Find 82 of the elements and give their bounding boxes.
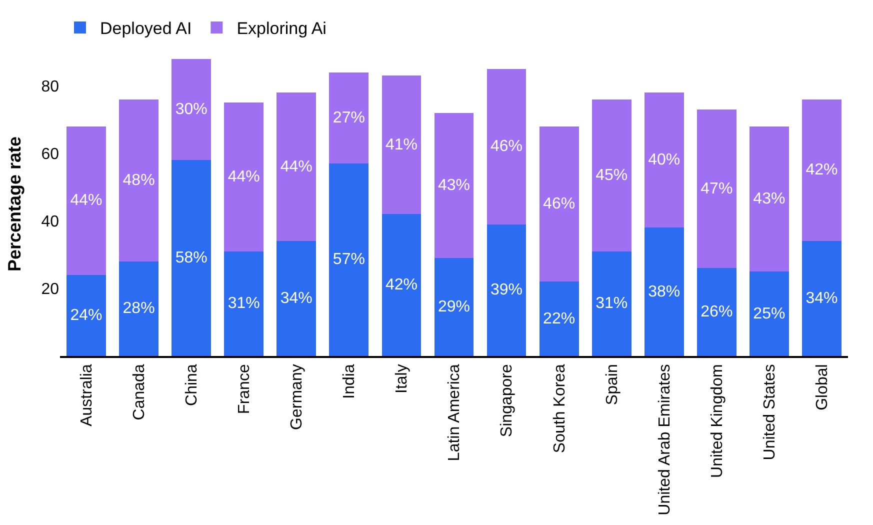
data-label: 44%	[70, 192, 102, 210]
bar	[329, 72, 369, 164]
bar	[696, 268, 736, 356]
data-label: 38%	[648, 283, 680, 300]
bar	[696, 109, 736, 268]
bar	[329, 163, 369, 356]
data-label: 43%	[753, 190, 786, 208]
data-label: 39%	[490, 282, 523, 299]
data-label: 30%	[175, 100, 208, 118]
data-label: 44%	[280, 158, 312, 176]
x-tick-label: India	[341, 364, 358, 399]
x-tick-label: China	[184, 364, 201, 406]
bar	[802, 241, 842, 356]
data-label: 31%	[596, 295, 628, 312]
bar	[592, 99, 632, 252]
x-tick-label: Singapore	[498, 364, 516, 438]
x-tick-label: Australia	[78, 364, 96, 426]
data-label: 29%	[438, 298, 470, 316]
bar	[486, 224, 526, 356]
bar	[119, 261, 158, 356]
bar	[172, 58, 212, 160]
bar	[276, 92, 316, 242]
data-label: 28%	[122, 300, 155, 318]
bar	[276, 241, 316, 356]
x-tick-label: Spain	[604, 364, 621, 406]
bar	[172, 160, 212, 356]
x-tick-label: United States	[761, 364, 778, 460]
bar	[434, 258, 474, 356]
bar	[486, 68, 526, 224]
data-label: 58%	[175, 250, 208, 267]
bar	[644, 92, 684, 228]
bar	[539, 126, 579, 282]
bar	[224, 102, 264, 252]
data-label: 42%	[385, 276, 418, 294]
bar	[66, 126, 106, 275]
legend-label: Exploring Ai	[236, 19, 326, 38]
x-tick-label: Global	[814, 364, 831, 410]
y-tick-label: 60	[41, 146, 60, 163]
data-label: 46%	[490, 138, 523, 156]
data-label: 24%	[70, 306, 102, 324]
bar	[224, 251, 264, 356]
data-label: 47%	[700, 180, 733, 198]
data-label: 25%	[753, 305, 786, 322]
data-label: 31%	[228, 295, 260, 312]
bar	[434, 112, 474, 258]
bar	[382, 214, 422, 356]
y-tick-label: 40	[41, 213, 60, 230]
x-tick-label: Italy	[394, 364, 411, 394]
x-tick-label: South Korea	[551, 364, 568, 454]
x-tick-label: Canada	[131, 364, 148, 420]
data-label: 44%	[228, 168, 260, 186]
data-label: 57%	[332, 251, 365, 268]
bar	[750, 126, 789, 272]
data-label: 43%	[438, 176, 470, 194]
bar	[802, 99, 842, 242]
bar	[66, 274, 106, 356]
x-tick-label: France	[236, 364, 254, 414]
data-label: 34%	[806, 290, 838, 308]
bar	[644, 228, 684, 356]
data-label: 27%	[332, 109, 365, 126]
data-label: 45%	[596, 166, 628, 184]
y-axis-title: Percentage rate	[4, 136, 24, 272]
data-label: 41%	[385, 136, 418, 154]
data-label: 48%	[122, 172, 155, 189]
data-label: 26%	[700, 304, 733, 321]
bar	[119, 99, 158, 262]
y-tick-label: 20	[41, 281, 60, 298]
data-label: 22%	[543, 310, 576, 328]
x-tick-label: Latin America	[446, 364, 464, 462]
legend-label: Deployed AI	[100, 19, 192, 38]
x-tick-label: Germany	[288, 364, 306, 430]
y-tick-label: 80	[41, 78, 60, 96]
x-tick-label: United Arab Emirates	[656, 364, 674, 516]
data-label: 42%	[806, 162, 838, 179]
bar	[750, 272, 789, 356]
data-label: 40%	[648, 152, 680, 169]
bar	[592, 251, 632, 356]
x-tick-label: United Kingdom	[708, 364, 726, 478]
bar	[539, 282, 579, 356]
bar	[382, 76, 422, 214]
data-label: 46%	[543, 196, 576, 212]
data-label: 34%	[280, 290, 312, 308]
